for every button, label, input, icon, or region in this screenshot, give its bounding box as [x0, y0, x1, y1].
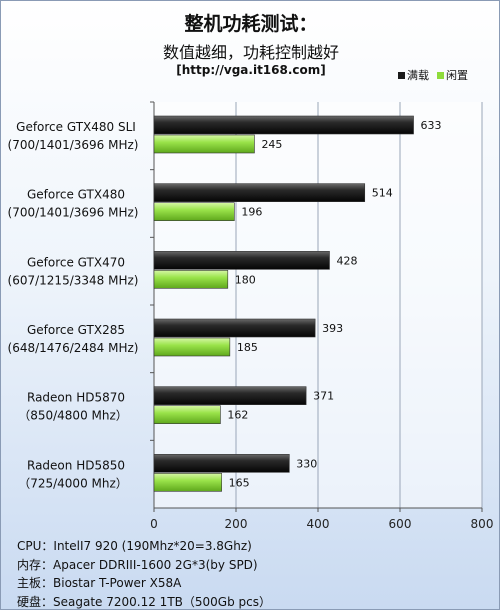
spec-label: CPU： — [17, 537, 53, 556]
category-label: Radeon HD5870 — [27, 391, 125, 405]
data-label-idle: 196 — [241, 206, 262, 219]
category-sublabel: （850/4800 Mhz） — [18, 409, 128, 423]
spec-value: Biostar T-Power X58A — [53, 574, 181, 593]
data-label-full-load: 428 — [336, 254, 357, 267]
spec-label: 硬盘： — [17, 593, 53, 611]
spec-motherboard: 主板： Biostar T-Power X58A — [17, 574, 271, 593]
bar-chart: 0 200 400 600 800 Geforce GTX480 SLI (700/1401… — [1, 1, 500, 541]
data-label-idle: 180 — [235, 273, 256, 286]
category-label: Geforce GTX285 — [27, 323, 125, 337]
category-label: Geforce GTX480 — [27, 188, 125, 202]
bar-idle — [154, 406, 220, 424]
bar-idle — [154, 135, 254, 153]
spec-value: Seagate 7200.12 1TB（500Gb pcs） — [53, 593, 271, 611]
bar-idle — [154, 270, 228, 288]
spec-value: Apacer DDRIII-1600 2G*3(by SPD) — [53, 556, 258, 575]
spec-value: IntelI7 920 (190Mhz*20=3.8Ghz) — [53, 537, 251, 556]
spec-label: 主板： — [17, 574, 53, 593]
data-label-full-load: 371 — [313, 390, 334, 403]
bar-full-load — [154, 387, 306, 405]
spec-harddisk: 硬盘： Seagate 7200.12 1TB（500Gb pcs） — [17, 593, 271, 611]
x-tick-label: 400 — [307, 517, 330, 531]
x-tick-label: 800 — [471, 517, 494, 531]
category-label: Radeon HD5850 — [27, 458, 125, 472]
data-label-full-load: 330 — [296, 457, 317, 470]
data-label-idle: 162 — [227, 409, 248, 422]
bar-full-load — [154, 319, 315, 337]
x-tick-label: 200 — [225, 517, 248, 531]
bar-full-load — [154, 116, 414, 134]
bar-idle — [154, 338, 230, 356]
category-label: Geforce GTX480 SLI — [16, 120, 136, 134]
category-sublabel: (700/1401/3696 MHz) — [8, 206, 139, 220]
bar-full-load — [154, 251, 329, 269]
bar-idle — [154, 473, 222, 491]
category-sublabel: (700/1401/3696 MHz) — [8, 138, 139, 152]
data-label-full-load: 514 — [372, 187, 393, 200]
data-label-idle: 185 — [237, 341, 258, 354]
data-label-full-load: 393 — [322, 322, 343, 335]
data-label-full-load: 633 — [421, 119, 442, 132]
bar-full-load — [154, 184, 365, 202]
spec-label: 内存： — [17, 556, 53, 575]
category-sublabel: （725/4000 Mhz） — [18, 476, 128, 490]
spec-cpu: CPU： IntelI7 920 (190Mhz*20=3.8Ghz) — [17, 537, 271, 556]
test-specs: CPU： IntelI7 920 (190Mhz*20=3.8Ghz) 内存： … — [17, 537, 271, 611]
data-label-idle: 245 — [261, 138, 282, 151]
category-sublabel: (607/1215/3348 MHz) — [8, 273, 139, 287]
bar-idle — [154, 203, 234, 221]
category-label: Geforce GTX470 — [27, 255, 125, 269]
category-sublabel: (648/1476/2484 MHz) — [8, 341, 139, 355]
spec-memory: 内存： Apacer DDRIII-1600 2G*3(by SPD) — [17, 556, 271, 575]
bar-full-load — [154, 454, 289, 472]
x-tick-label: 0 — [150, 517, 158, 531]
data-label-idle: 165 — [229, 476, 250, 489]
x-tick-label: 600 — [389, 517, 412, 531]
